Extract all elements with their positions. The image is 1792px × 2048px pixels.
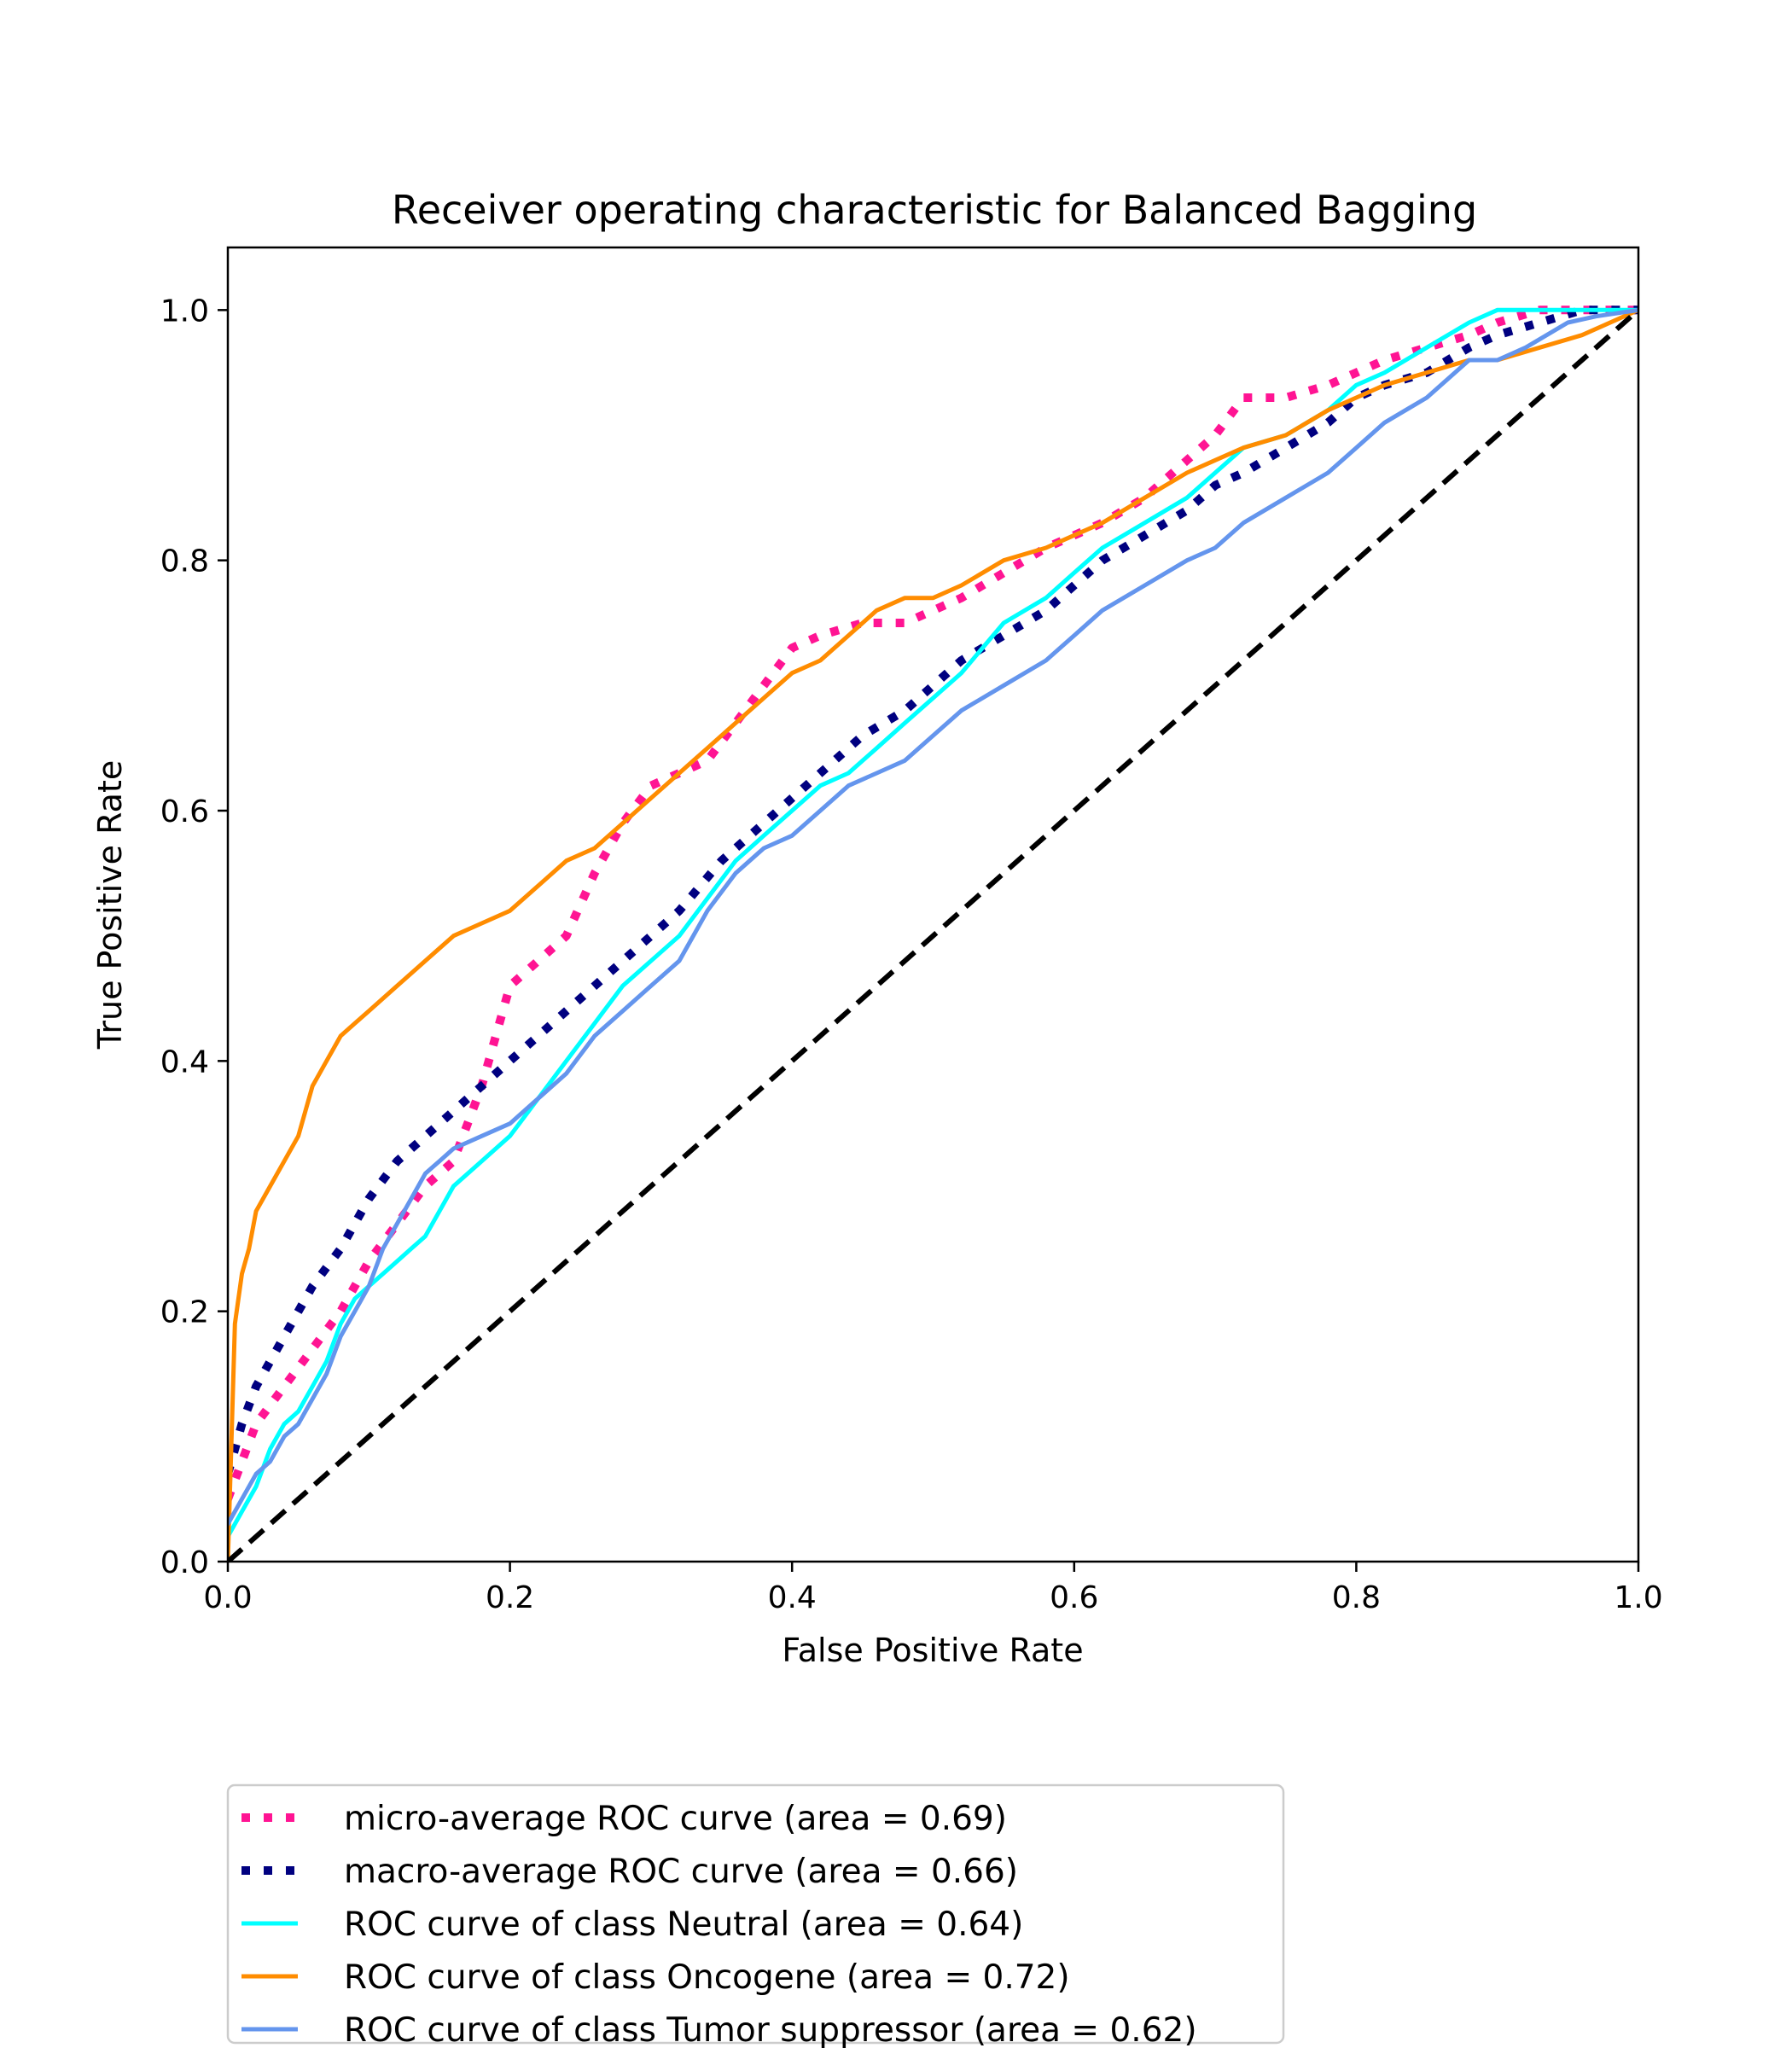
x-axis: 0.0 0.2 0.4 0.6 0.8 1.0: [203, 1562, 1663, 1615]
x-axis-label: False Positive Rate: [782, 1632, 1083, 1669]
chance-diagonal-line: [228, 308, 1638, 1562]
series-line-4: [228, 307, 1638, 1527]
legend-label: ROC curve of class Oncogene (area = 0.72…: [344, 1958, 1070, 1997]
series-line-3: [228, 307, 1638, 1562]
y-axis-label: True Positive Rate: [91, 760, 129, 1050]
y-tick-label: 0.2: [160, 1295, 209, 1330]
y-tick-label: 0.0: [160, 1545, 209, 1580]
chart-title: Receiver operating characteristic for Ba…: [392, 187, 1477, 233]
series-layer: [228, 305, 1638, 1562]
legend-label: ROC curve of class Tumor suppressor (are…: [344, 2011, 1197, 2048]
y-tick-label: 0.4: [160, 1044, 209, 1079]
x-tick-label: 0.4: [768, 1580, 817, 1615]
x-tick-label: 0.2: [486, 1580, 534, 1615]
y-tick-label: 0.8: [160, 544, 209, 579]
y-axis: 0.0 0.2 0.4 0.6 0.8 1.0: [160, 294, 228, 1580]
y-tick-label: 1.0: [160, 294, 209, 329]
x-tick-label: 0.0: [203, 1580, 252, 1615]
legend-label: ROC curve of class Neutral (area = 0.64): [344, 1905, 1023, 1944]
x-tick-label: 0.6: [1050, 1580, 1098, 1615]
y-tick-label: 0.6: [160, 794, 209, 829]
plot-frame: [226, 246, 1640, 1563]
x-tick-label: 1.0: [1614, 1580, 1662, 1615]
legend-label: micro-average ROC curve (area = 0.69): [344, 1800, 1007, 1838]
legend-box: [226, 1783, 1285, 2045]
x-tick-label: 0.8: [1332, 1580, 1381, 1615]
legend: micro-average ROC curve (area = 0.69) mac…: [226, 1783, 1285, 2048]
legend-label: macro-average ROC curve (area = 0.66): [344, 1853, 1018, 1891]
